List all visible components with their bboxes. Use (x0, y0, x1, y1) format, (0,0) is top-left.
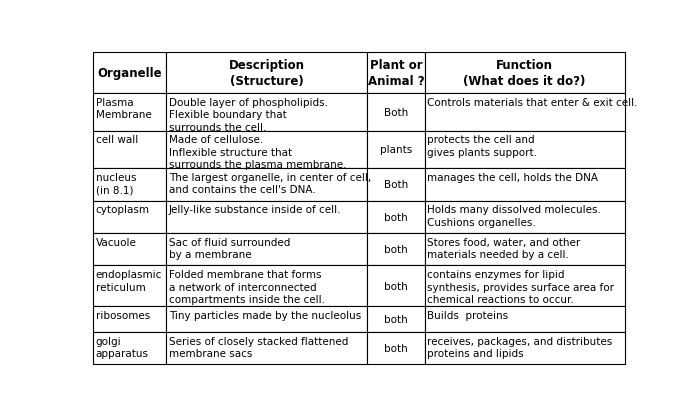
Bar (425, 233, 624, 266)
Text: golgi
apparatus: golgi apparatus (96, 336, 148, 358)
Bar (167, 306, 368, 332)
Text: Plasma
Membrane: Plasma Membrane (96, 97, 151, 120)
Text: Jelly-like substance inside of cell.: Jelly-like substance inside of cell. (169, 205, 342, 215)
Text: contains enzymes for lipid
synthesis, provides surface area for
chemical reactio: contains enzymes for lipid synthesis, pr… (428, 270, 615, 304)
Text: Tiny particles made by the nucleolus: Tiny particles made by the nucleolus (169, 310, 361, 320)
Text: endoplasmic
reticulum: endoplasmic reticulum (96, 270, 162, 292)
Text: Sac of fluid surrounded
by a membrane: Sac of fluid surrounded by a membrane (169, 237, 290, 259)
Bar (93, 169, 167, 201)
Bar (167, 332, 368, 364)
Text: Vacuole: Vacuole (96, 237, 136, 247)
Text: Organelle: Organelle (97, 67, 162, 80)
Bar (93, 131, 167, 169)
Bar (425, 306, 624, 332)
Text: plants: plants (380, 145, 412, 155)
Text: Builds  proteins: Builds proteins (428, 310, 508, 320)
Bar (368, 266, 425, 306)
Bar (368, 332, 425, 364)
Bar (368, 94, 425, 131)
Bar (425, 169, 624, 201)
Bar (425, 332, 624, 364)
Bar (167, 131, 368, 169)
Bar (167, 94, 368, 131)
Bar (425, 201, 624, 233)
Text: both: both (384, 244, 408, 254)
Bar (93, 53, 167, 94)
Text: both: both (384, 343, 408, 353)
Text: Double layer of phospholipids.
Flexible boundary that
surrounds the cell.: Double layer of phospholipids. Flexible … (169, 97, 328, 132)
Text: Description
(Structure): Description (Structure) (229, 59, 304, 88)
Bar (368, 233, 425, 266)
Text: receives, packages, and distributes
proteins and lipids: receives, packages, and distributes prot… (428, 336, 612, 358)
Bar (425, 53, 624, 94)
Text: Stores food, water, and other
materials needed by a cell.: Stores food, water, and other materials … (428, 237, 580, 259)
Text: ribosomes: ribosomes (96, 310, 150, 320)
Bar (93, 332, 167, 364)
Bar (167, 201, 368, 233)
Bar (368, 306, 425, 332)
Text: nucleus
(in 8.1): nucleus (in 8.1) (96, 173, 136, 195)
Bar (368, 169, 425, 201)
Bar (167, 233, 368, 266)
Bar (368, 201, 425, 233)
Text: both: both (384, 281, 408, 291)
Bar (425, 266, 624, 306)
Bar (93, 94, 167, 131)
Text: cell wall: cell wall (96, 135, 138, 145)
Text: protects the cell and
gives plants support.: protects the cell and gives plants suppo… (428, 135, 538, 157)
Text: The largest organelle, in center of cell,
and contains the cell's DNA.: The largest organelle, in center of cell… (169, 173, 371, 195)
Bar (167, 169, 368, 201)
Text: Both: Both (384, 180, 408, 190)
Bar (167, 266, 368, 306)
Bar (93, 266, 167, 306)
Text: Controls materials that enter & exit cell.: Controls materials that enter & exit cel… (428, 97, 638, 107)
Text: cytoplasm: cytoplasm (96, 205, 150, 215)
Bar (167, 53, 368, 94)
Text: both: both (384, 212, 408, 222)
Text: Series of closely stacked flattened
membrane sacs: Series of closely stacked flattened memb… (169, 336, 349, 358)
Text: Made of cellulose.
Inflexible structure that
surrounds the plasma membrane.: Made of cellulose. Inflexible structure … (169, 135, 346, 170)
Text: Both: Both (384, 107, 408, 117)
Bar (368, 53, 425, 94)
Text: manages the cell, holds the DNA: manages the cell, holds the DNA (428, 173, 598, 183)
Text: Plant or
Animal ?: Plant or Animal ? (368, 59, 424, 88)
Bar (93, 233, 167, 266)
Bar (93, 201, 167, 233)
Bar (368, 131, 425, 169)
Text: both: both (384, 314, 408, 324)
Bar (425, 94, 624, 131)
Text: Holds many dissolved molecules.
Cushions organelles.: Holds many dissolved molecules. Cushions… (428, 205, 601, 227)
Text: Folded membrane that forms
a network of interconnected
compartments inside the c: Folded membrane that forms a network of … (169, 270, 325, 304)
Text: Function
(What does it do?): Function (What does it do?) (463, 59, 586, 88)
Bar (93, 306, 167, 332)
Bar (425, 131, 624, 169)
